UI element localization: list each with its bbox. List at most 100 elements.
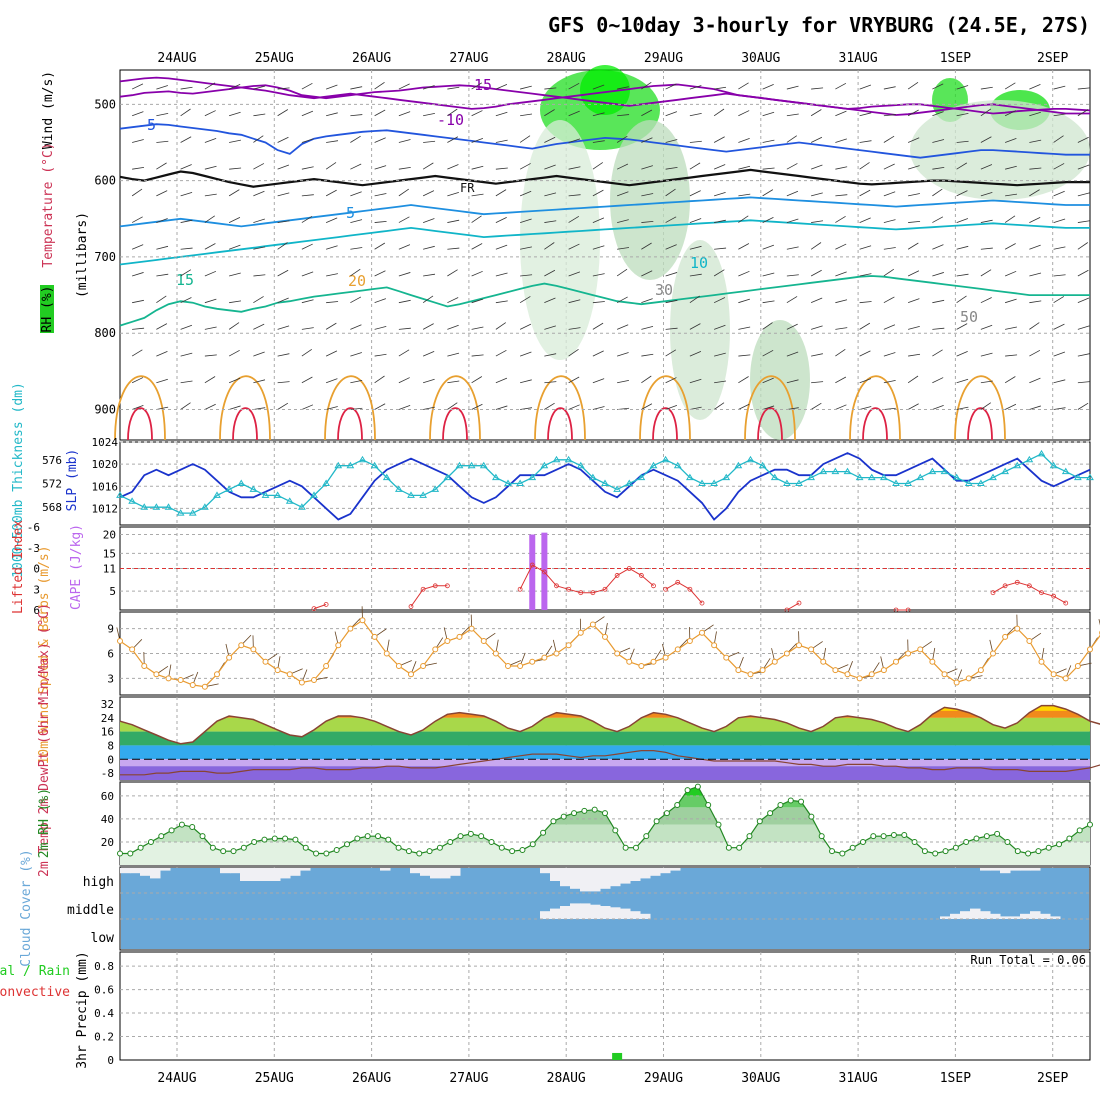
wind-barb [544, 242, 555, 250]
wind-barb [811, 192, 823, 197]
wind-barb [544, 297, 556, 304]
cloud-high-cell [570, 868, 581, 889]
warm-contour-red [547, 407, 573, 441]
rh-shading [610, 120, 690, 280]
wind-barb [398, 111, 411, 117]
wind-barb [859, 350, 871, 357]
wind-barb [544, 136, 556, 143]
wind10m-marker [674, 646, 681, 653]
wind-barb [471, 326, 484, 330]
wind-barb [277, 164, 290, 170]
rh2m-marker [416, 850, 423, 857]
li-marker [444, 583, 450, 589]
li-marker [590, 590, 596, 596]
wind-barb [422, 323, 434, 330]
wind-barb [544, 269, 556, 277]
wind10m-marker [468, 625, 475, 632]
wind10m-marker [1014, 625, 1021, 632]
wind-barb [350, 191, 362, 197]
wind-barb [398, 404, 411, 410]
rh2m-marker [147, 838, 154, 845]
li-marker [541, 569, 547, 575]
wind-barb [907, 375, 919, 384]
wind-barb [1005, 326, 1017, 330]
isotherm-15 [119, 275, 1090, 327]
cloud-high-cell [660, 868, 671, 874]
wind-barb [665, 111, 678, 117]
wind-barb [1077, 109, 1089, 117]
thickness-marker [673, 461, 682, 469]
li-marker [687, 586, 693, 592]
wind-barb [204, 215, 216, 223]
thickness-marker [649, 461, 658, 469]
wind-barb [156, 378, 168, 384]
wind10m-marker [589, 621, 596, 628]
wind-barb [374, 375, 385, 384]
wind-barb [714, 352, 726, 357]
wind-barb [277, 87, 290, 90]
wind10m-marker [371, 633, 378, 640]
cloud-high-cell [280, 868, 291, 879]
wind-barb [350, 407, 363, 410]
wind-barb [883, 114, 896, 117]
wind10m-marker [250, 646, 257, 653]
wind10m-marker [262, 658, 269, 665]
thickness-marker [1073, 473, 1082, 481]
wind-barb [835, 166, 848, 170]
wind10m-marker [662, 654, 669, 661]
wind-barb [374, 353, 387, 357]
wind10m-marker [311, 677, 317, 684]
wind-barb [131, 188, 143, 197]
wind-barb [1029, 189, 1040, 197]
wind-barb [471, 193, 484, 197]
wind-barb [883, 86, 896, 90]
cloud-middle-cell [1020, 913, 1031, 919]
wind-barb [738, 243, 750, 250]
cloud-high-cell [290, 868, 301, 876]
rh2m-marker [1066, 835, 1073, 842]
wind10m-marker [747, 671, 754, 678]
thickness-marker [685, 473, 694, 481]
li-tick: 0 [33, 563, 40, 576]
wind-barb [447, 164, 459, 170]
warm-contour [429, 375, 481, 441]
wind-barb [301, 82, 313, 90]
wind-barb [568, 299, 581, 304]
wind10m-marker [699, 629, 705, 636]
wind-barb [180, 269, 192, 277]
thickness-marker [770, 473, 779, 481]
cloud-high-cell [230, 868, 241, 874]
thickness-marker [843, 467, 852, 475]
wind-barb [738, 403, 750, 410]
wind-barb [859, 140, 872, 143]
wind-barb [204, 82, 216, 90]
wind-barb [277, 192, 290, 197]
thickness-marker [807, 473, 816, 481]
wind-barb [980, 191, 993, 197]
thickness-marker [1037, 449, 1046, 457]
wind-barb [907, 270, 920, 277]
wind-barb [616, 135, 628, 143]
contour-label: FR [460, 181, 475, 195]
wind-barb [689, 112, 702, 117]
rh2m-marker [168, 827, 175, 834]
wind-barb [932, 216, 944, 223]
temp2m-tick: 16 [101, 726, 114, 739]
warm-contour-red [442, 407, 468, 441]
wind-barb [519, 296, 531, 304]
wind-barb [495, 216, 507, 223]
thickness-marker [128, 497, 137, 504]
rh2m-marker [374, 833, 381, 840]
wind-barb [374, 81, 385, 90]
wind-barb [980, 219, 993, 223]
wind-barb [228, 189, 240, 197]
wind-barb [1053, 323, 1065, 330]
li-line [410, 585, 448, 607]
wind-barb [131, 111, 144, 117]
wind-barb [617, 247, 630, 250]
cloud-middle-cell [630, 911, 641, 919]
wind-barb [447, 219, 460, 223]
wind-barb [1053, 296, 1065, 304]
wind-barb [180, 380, 193, 384]
rh2m-marker [436, 844, 443, 851]
